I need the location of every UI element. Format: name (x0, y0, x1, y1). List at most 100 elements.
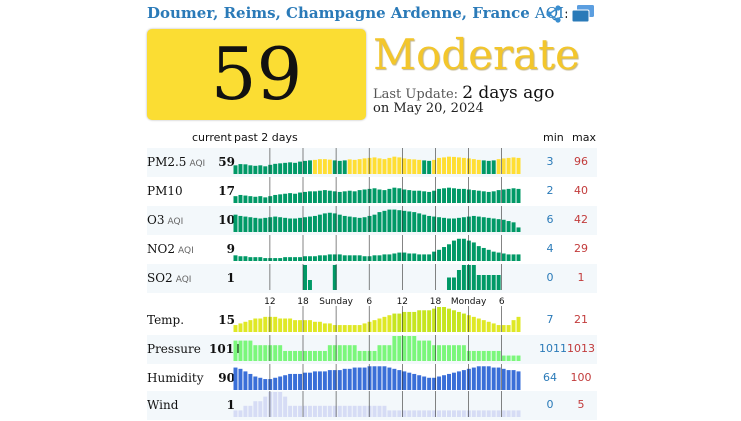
sparkline-bar (451, 372, 456, 390)
sparkline-bar (397, 410, 402, 417)
sparkline-bar (283, 396, 288, 417)
sparkline-bar (402, 158, 407, 174)
sparkline-bar (372, 350, 377, 361)
sparkline-bar (382, 366, 387, 390)
sparkline-bar (377, 318, 382, 332)
sparkline-bar (372, 320, 377, 332)
time-tick-label: 18 (297, 297, 309, 307)
row-current-value: 1011 (209, 342, 243, 356)
sparkline-bar (486, 191, 491, 203)
sparkline-bar (511, 254, 516, 261)
sparkline-bar (273, 377, 278, 390)
sparkline-bar (501, 355, 506, 361)
sparkline-chart[interactable] (233, 177, 537, 206)
row-label: O3 AQI (147, 213, 183, 227)
sparkline-bar (481, 366, 486, 390)
sparkline-bar (422, 160, 427, 174)
sparkline-bar (298, 373, 303, 390)
sparkline-bar (362, 158, 367, 174)
sparkline-bar (476, 190, 481, 203)
sparkline-bar (367, 157, 372, 174)
sparkline-chart[interactable] (233, 235, 537, 264)
sparkline-bar (422, 376, 427, 390)
sparkline-bar (303, 372, 307, 390)
sparkline-chart[interactable] (233, 306, 537, 335)
row-label: SO2 AQI (147, 271, 191, 285)
sparkline-bar (238, 256, 243, 261)
sparkline-bar (471, 159, 476, 174)
sparkline-bar (511, 188, 516, 203)
sparkline-bar (258, 165, 263, 174)
sparkline-bar (342, 160, 347, 174)
sparkline-bar (407, 211, 412, 232)
sparkline-bar (278, 194, 283, 203)
sparkline-bar (511, 355, 516, 361)
windows-icon[interactable] (571, 4, 595, 24)
row-min-value: 6 (546, 213, 554, 226)
row-max-value: 1 (577, 271, 585, 284)
last-update-label: Last Update: (373, 87, 459, 102)
sparkline-bar (412, 253, 417, 261)
sparkline-bar (332, 370, 337, 390)
sparkline-bar (486, 160, 491, 174)
sparkline-bar (367, 321, 372, 332)
sparkline-bar (491, 160, 496, 174)
sparkline-bar (442, 247, 447, 261)
sparkline-bar (392, 209, 397, 232)
sparkline-bar (382, 316, 387, 332)
sparkline-bar (471, 316, 476, 332)
sparkline-bar (496, 219, 501, 232)
sparkline-chart[interactable] (233, 264, 537, 293)
sparkline-bar (253, 376, 258, 390)
sparkline-bar (372, 366, 377, 390)
sparkline-bar (307, 191, 312, 203)
station-location-link[interactable]: Doumer, Reims, Champagne Ardenne, France (147, 4, 530, 22)
row-label: PM10 (147, 184, 183, 198)
sparkline-bar (258, 318, 263, 332)
sparkline-bar (432, 159, 437, 174)
row-current-value: 10 (218, 213, 235, 227)
sparkline-bar (317, 350, 322, 361)
sparkline-bar (427, 340, 432, 361)
share-icon[interactable] (544, 4, 564, 24)
sparkline-chart[interactable] (233, 391, 537, 420)
sparkline-bar (432, 216, 437, 232)
sparkline-bar (322, 159, 327, 174)
sparkline-bar (298, 350, 303, 361)
sparkline-bar (312, 405, 317, 417)
sparkline-bar (238, 323, 243, 332)
sparkline-chart[interactable] (233, 335, 537, 364)
sparkline-bar (447, 187, 451, 203)
sparkline-bar (382, 190, 387, 203)
sparkline-bar (258, 377, 263, 390)
sparkline-bar (437, 217, 442, 232)
sparkline-bar (417, 254, 422, 261)
sparkline-bar (278, 318, 283, 332)
sparkline-bar (258, 401, 263, 417)
row-label-text: SO2 (147, 271, 173, 285)
time-tick-label: Monday (451, 297, 487, 307)
sparkline-chart[interactable] (233, 364, 537, 393)
sparkline-bar (372, 405, 377, 417)
sparkline-bar (243, 321, 248, 332)
sparkline-bar (322, 323, 327, 332)
sparkline-bar (476, 318, 481, 332)
sparkline-bar (303, 160, 307, 174)
sparkline-bar (392, 313, 397, 332)
sparkline-bar (342, 368, 347, 390)
sparkline-bar (491, 367, 496, 390)
time-axis-middle: 12 18 Sunday 6 12 18 Monday 6 (264, 297, 505, 307)
sparkline-chart[interactable] (233, 206, 537, 235)
sparkline-bar (312, 371, 317, 390)
sparkline-bar (382, 345, 387, 361)
past-header: past 2 days (234, 131, 298, 144)
sparkline-bar (288, 193, 293, 203)
sparkline-chart[interactable] (233, 148, 537, 177)
sparkline-bar (312, 256, 317, 261)
sparkline-bar (298, 405, 303, 417)
sparkline-bar (357, 217, 362, 232)
sparkline-bar (412, 410, 417, 417)
sparkline-bar (451, 188, 456, 203)
sparkline-bar (456, 311, 461, 332)
sparkline-bar (248, 373, 253, 390)
